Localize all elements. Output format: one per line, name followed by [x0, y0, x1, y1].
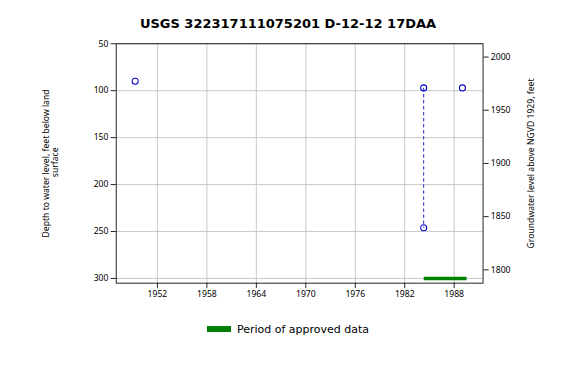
- svg-text:1964: 1964: [246, 288, 266, 300]
- svg-text:1982: 1982: [395, 288, 415, 300]
- svg-text:2000: 2000: [491, 51, 511, 63]
- svg-text:200: 200: [94, 178, 109, 190]
- svg-text:1950: 1950: [491, 104, 511, 116]
- svg-text:1970: 1970: [296, 288, 316, 300]
- svg-text:1850: 1850: [491, 210, 511, 222]
- svg-text:1800: 1800: [491, 264, 511, 276]
- svg-text:1952: 1952: [148, 288, 168, 300]
- svg-text:300: 300: [94, 272, 109, 284]
- svg-text:250: 250: [94, 225, 109, 237]
- html-text:USGS 322317111075201 D-12-12 1: USGS 322317111075201 D-12-12 17DAA: [139, 16, 437, 31]
- svg-text:Depth to water level, feet bel: Depth to water level, feet below land su…: [40, 89, 61, 237]
- svg-text:100: 100: [94, 84, 109, 96]
- svg-text:150: 150: [94, 131, 109, 143]
- svg-text:1958: 1958: [197, 288, 217, 300]
- html-text:Period of approved data: Period of approved data: [236, 322, 370, 336]
- svg-text:1988: 1988: [444, 288, 464, 300]
- svg-text:50: 50: [99, 38, 109, 50]
- svg-text:Groundwater level above NGVD 1: Groundwater level above NGVD 1929, feet: [525, 79, 536, 249]
- svg-text:1976: 1976: [345, 288, 365, 300]
- svg-text:1900: 1900: [491, 157, 511, 169]
